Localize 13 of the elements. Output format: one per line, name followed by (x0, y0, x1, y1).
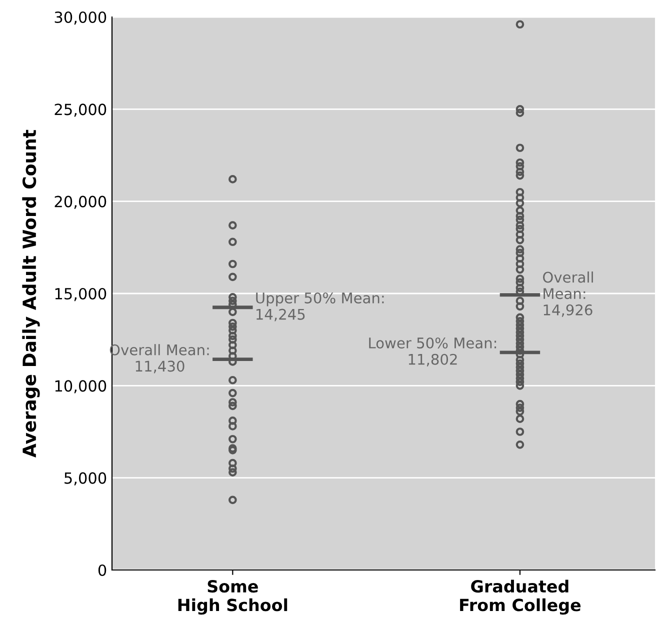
y-axis-title: Average Daily Adult Word Count (22, 130, 40, 458)
y-tick-label: 15,000 (55, 288, 106, 302)
y-tick-label: 20,000 (54, 196, 106, 209)
y-tick-label: 0 (98, 564, 106, 576)
annotation: Upper 50% Mean: 14,245 (256, 292, 384, 322)
y-tick-label: 25,000 (54, 104, 106, 117)
y-tick-label: 10,000 (55, 380, 106, 394)
y-tick-label: 5,000 (64, 472, 106, 486)
annotation: Lower 50% Mean: 11,802 (369, 337, 496, 366)
y-tick-label: 30,000 (54, 11, 106, 25)
x-tick-label: Some High School (178, 580, 288, 615)
x-tick-label: Graduated From College (460, 580, 581, 615)
annotation: Overall Mean: 14,926 (543, 271, 593, 317)
